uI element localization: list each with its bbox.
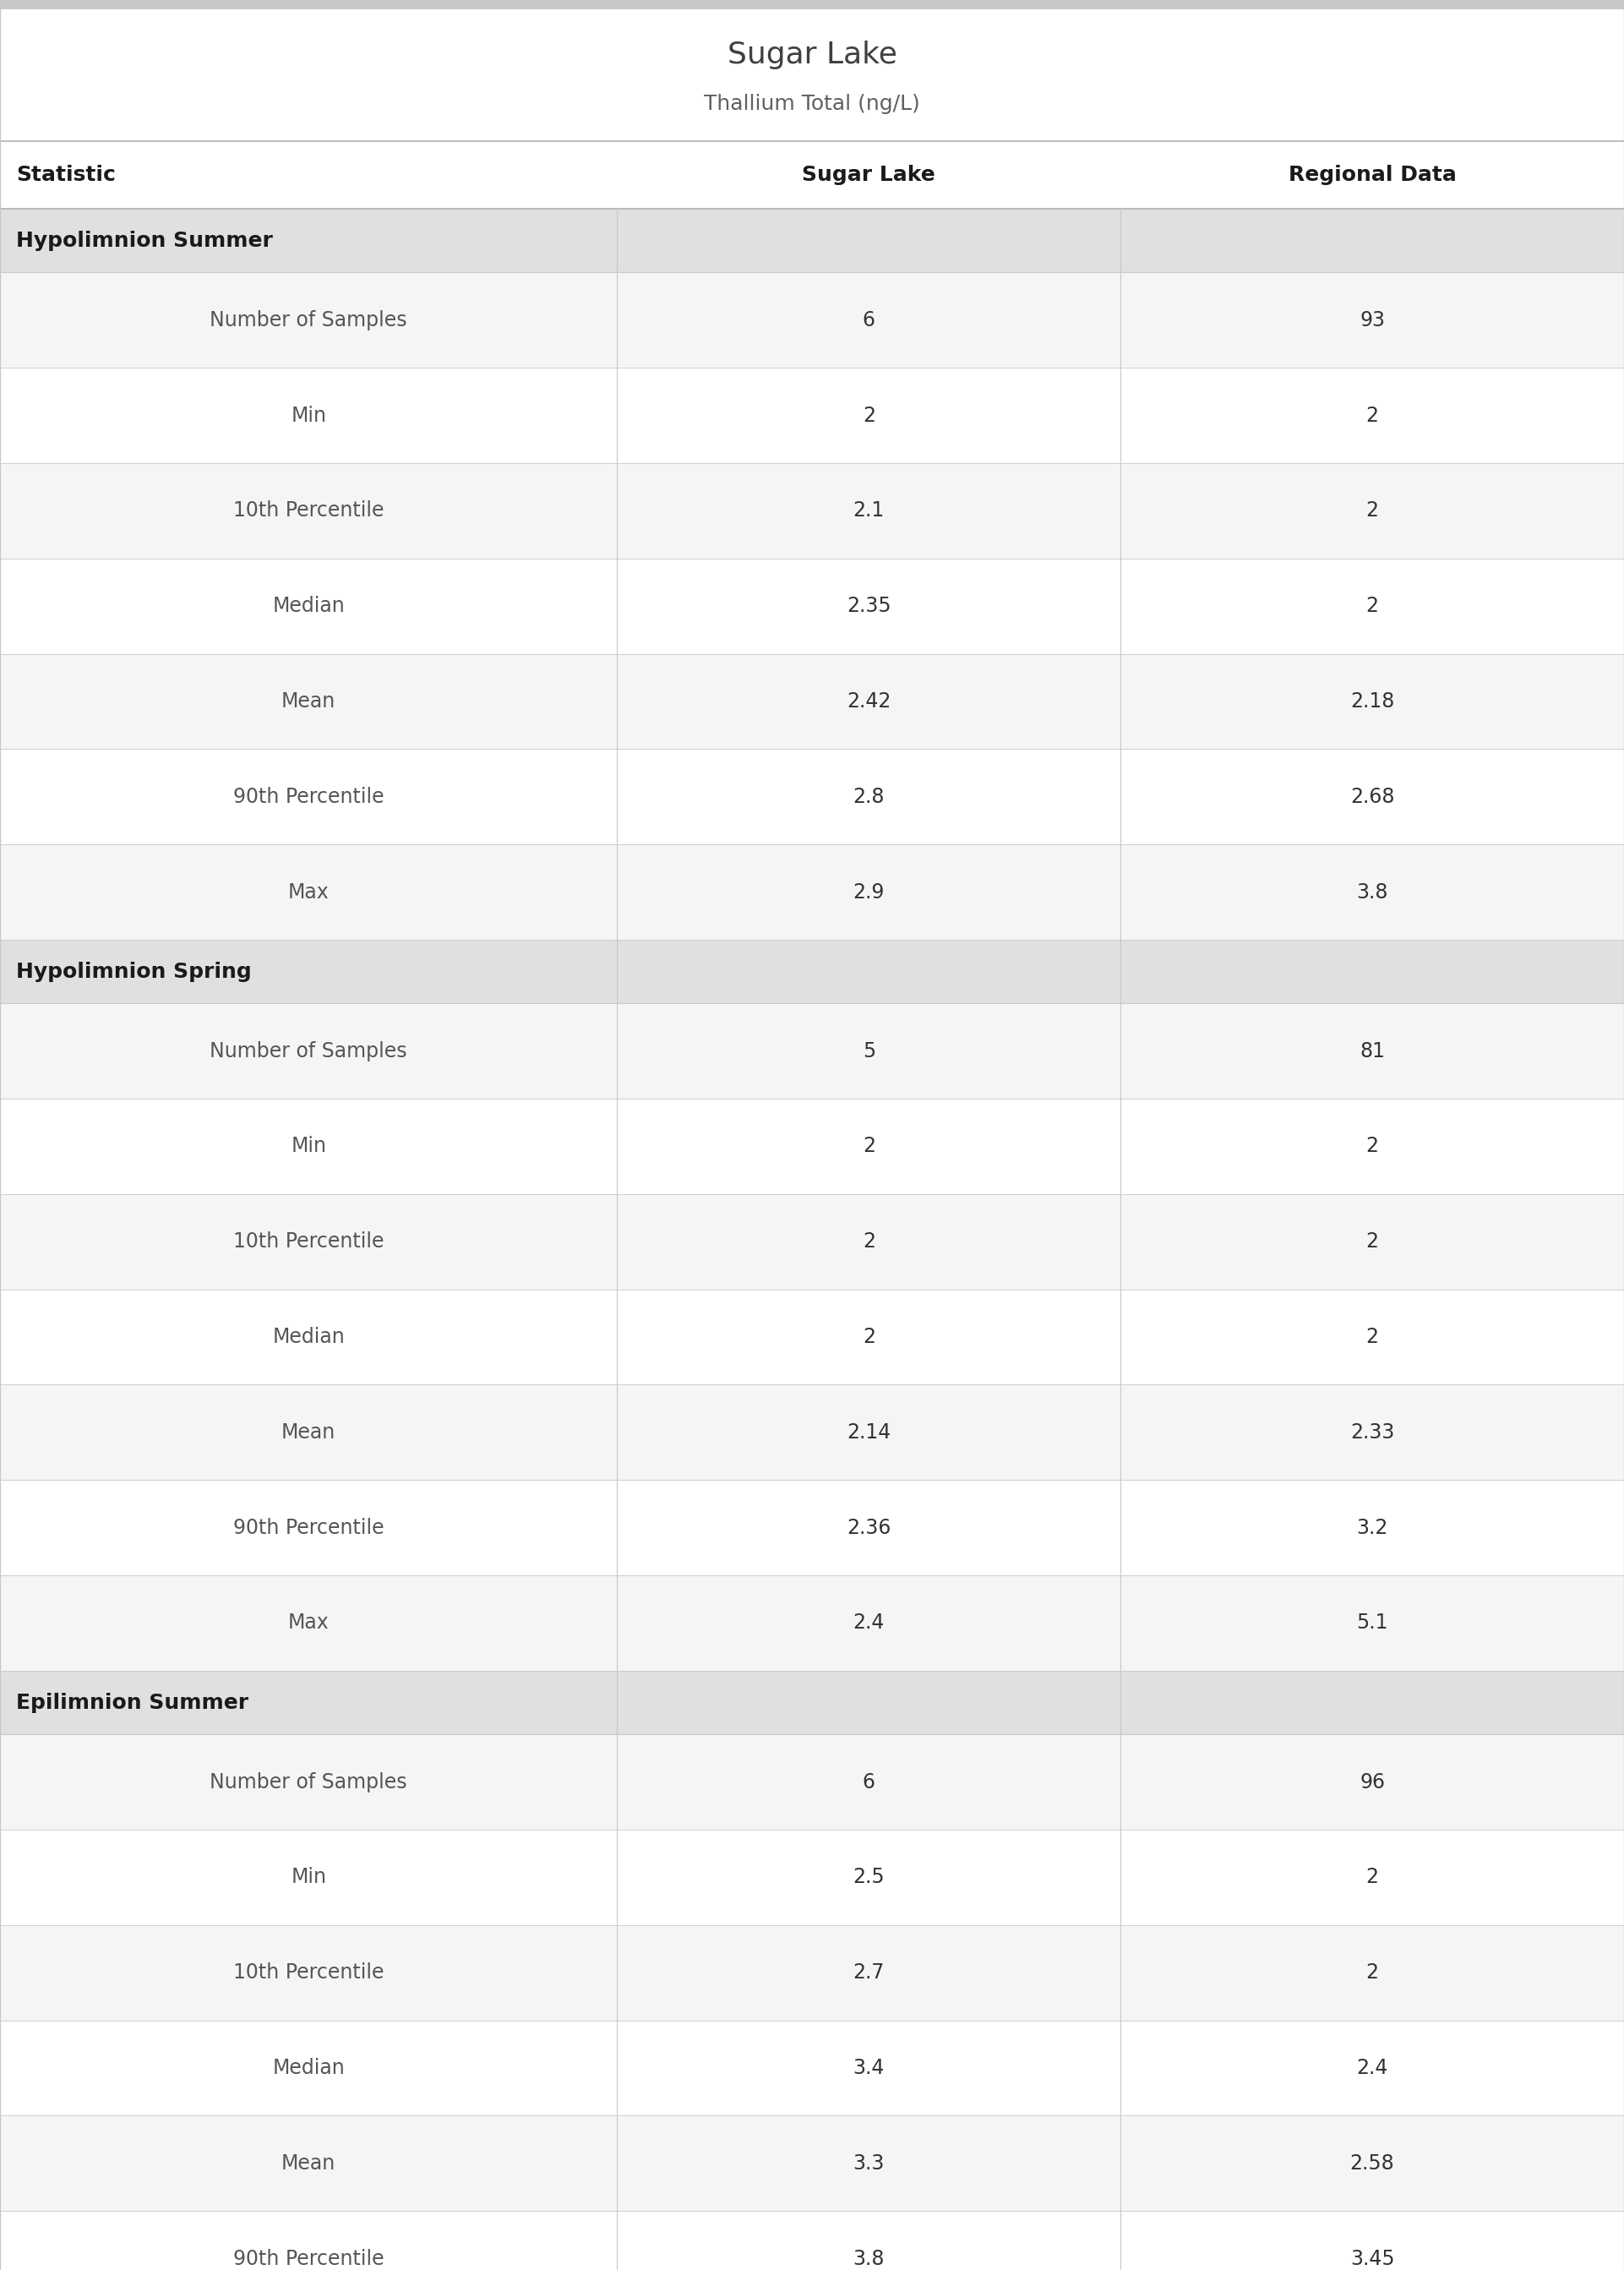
Bar <box>0 1385 1624 1480</box>
Bar <box>0 2116 1624 2211</box>
Text: 2.68: 2.68 <box>1350 788 1395 806</box>
Bar <box>0 2211 1624 2270</box>
Text: 2: 2 <box>862 1233 875 1251</box>
Text: 6: 6 <box>862 311 875 329</box>
Text: Mean: Mean <box>281 2154 336 2172</box>
Text: 2.35: 2.35 <box>846 597 892 615</box>
Text: 90th Percentile: 90th Percentile <box>234 1519 383 1537</box>
Bar <box>0 558 1624 654</box>
Bar <box>0 844 1624 940</box>
Text: Regional Data: Regional Data <box>1288 166 1457 184</box>
Bar <box>0 1480 1624 1575</box>
Text: 2: 2 <box>1366 1328 1379 1346</box>
Text: 2.4: 2.4 <box>1356 2059 1389 2077</box>
Text: Sugar Lake: Sugar Lake <box>802 166 935 184</box>
Text: Min: Min <box>291 406 326 424</box>
Bar <box>0 1575 1624 1671</box>
Text: Max: Max <box>287 1614 330 1632</box>
Text: Hypolimnion Summer: Hypolimnion Summer <box>16 232 273 250</box>
Text: 2.7: 2.7 <box>853 1964 885 1982</box>
Text: 3.4: 3.4 <box>853 2059 885 2077</box>
Bar <box>0 2020 1624 2116</box>
Bar <box>0 749 1624 844</box>
Text: 2: 2 <box>862 1137 875 1155</box>
Text: 2.18: 2.18 <box>1350 692 1395 711</box>
Text: Hypolimnion Spring: Hypolimnion Spring <box>16 962 252 981</box>
Text: Thallium Total (ng/L): Thallium Total (ng/L) <box>703 93 921 114</box>
Text: 2: 2 <box>1366 1964 1379 1982</box>
Text: 2.1: 2.1 <box>853 502 885 520</box>
Text: 96: 96 <box>1359 1773 1385 1791</box>
Text: Min: Min <box>291 1137 326 1155</box>
Bar <box>0 209 1624 272</box>
Text: 3.2: 3.2 <box>1356 1519 1389 1537</box>
Text: 3.8: 3.8 <box>853 2250 885 2268</box>
Bar <box>0 1099 1624 1194</box>
Bar <box>0 940 1624 1003</box>
Bar <box>0 1925 1624 2020</box>
Text: 2.42: 2.42 <box>846 692 892 711</box>
Text: Median: Median <box>273 597 344 615</box>
Text: Max: Max <box>287 883 330 901</box>
Text: 10th Percentile: 10th Percentile <box>234 1233 383 1251</box>
Text: Median: Median <box>273 1328 344 1346</box>
Text: 3.45: 3.45 <box>1350 2250 1395 2268</box>
Bar <box>0 654 1624 749</box>
Text: Median: Median <box>273 2059 344 2077</box>
Text: 2.14: 2.14 <box>846 1423 892 1441</box>
Text: 81: 81 <box>1359 1042 1385 1060</box>
Text: 10th Percentile: 10th Percentile <box>234 502 383 520</box>
Text: 2.36: 2.36 <box>846 1519 892 1537</box>
Text: 2: 2 <box>1366 406 1379 424</box>
Text: 90th Percentile: 90th Percentile <box>234 2250 383 2268</box>
Text: 2: 2 <box>1366 597 1379 615</box>
Text: Number of Samples: Number of Samples <box>209 1042 408 1060</box>
Text: 5.1: 5.1 <box>1356 1614 1389 1632</box>
Text: 2.33: 2.33 <box>1350 1423 1395 1441</box>
Text: 2.4: 2.4 <box>853 1614 885 1632</box>
Bar <box>0 1671 1624 1734</box>
Bar <box>0 368 1624 463</box>
Text: Number of Samples: Number of Samples <box>209 311 408 329</box>
Text: 3.3: 3.3 <box>853 2154 885 2172</box>
Text: Mean: Mean <box>281 692 336 711</box>
Text: 6: 6 <box>862 1773 875 1791</box>
Text: Sugar Lake: Sugar Lake <box>728 41 896 70</box>
Text: 2.8: 2.8 <box>853 788 885 806</box>
Bar <box>0 1003 1624 1099</box>
Text: 2: 2 <box>1366 1137 1379 1155</box>
Bar <box>0 9 1624 141</box>
Bar <box>0 1289 1624 1385</box>
Text: 2: 2 <box>1366 1233 1379 1251</box>
Bar <box>0 1830 1624 1925</box>
Text: Statistic: Statistic <box>16 166 115 184</box>
Bar <box>0 272 1624 368</box>
Text: 90th Percentile: 90th Percentile <box>234 788 383 806</box>
Text: 2: 2 <box>1366 502 1379 520</box>
Text: 5: 5 <box>862 1042 875 1060</box>
Text: 93: 93 <box>1359 311 1385 329</box>
Bar <box>0 1194 1624 1289</box>
Bar <box>0 141 1624 209</box>
Text: Number of Samples: Number of Samples <box>209 1773 408 1791</box>
Text: 2.9: 2.9 <box>853 883 885 901</box>
Text: Epilimnion Summer: Epilimnion Summer <box>16 1693 248 1712</box>
Text: 2.5: 2.5 <box>853 1868 885 1886</box>
Text: 2.58: 2.58 <box>1350 2154 1395 2172</box>
Text: 3.8: 3.8 <box>1356 883 1389 901</box>
Text: Min: Min <box>291 1868 326 1886</box>
Text: 2: 2 <box>1366 1868 1379 1886</box>
Bar <box>0 0 1624 9</box>
Text: 10th Percentile: 10th Percentile <box>234 1964 383 1982</box>
Bar <box>0 463 1624 558</box>
Text: 2: 2 <box>862 406 875 424</box>
Bar <box>0 1734 1624 1830</box>
Text: 2: 2 <box>862 1328 875 1346</box>
Text: Mean: Mean <box>281 1423 336 1441</box>
